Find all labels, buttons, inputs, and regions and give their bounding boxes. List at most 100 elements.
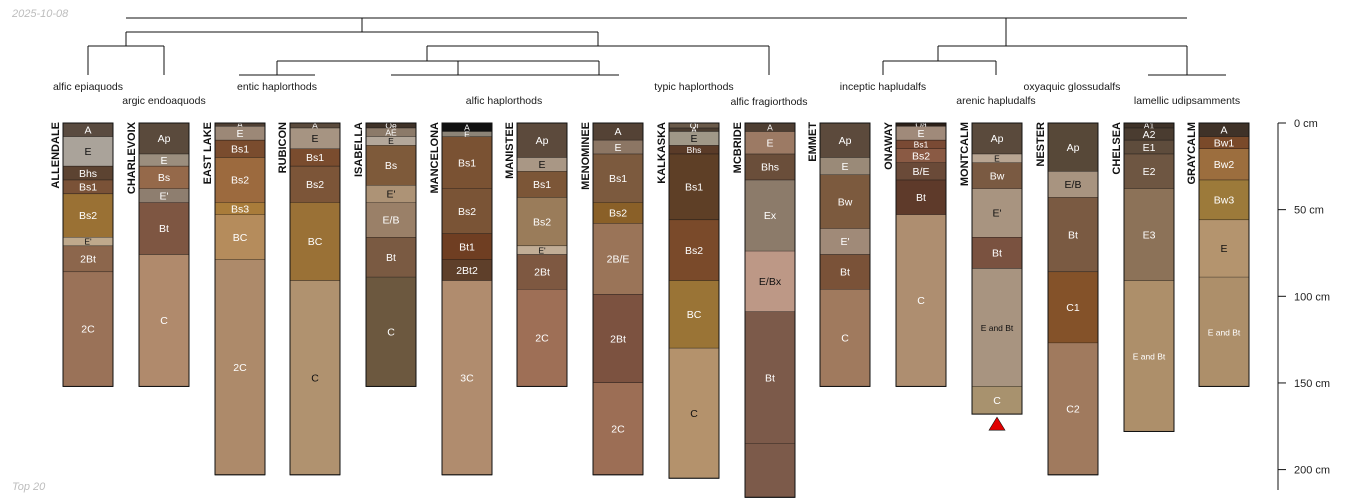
- horizon-label: Bs1: [533, 179, 551, 191]
- profile-outline: [214, 122, 266, 476]
- horizon-label: E': [840, 236, 849, 248]
- horizon-label: A: [84, 124, 91, 136]
- horizon-label: Bt: [765, 372, 775, 384]
- horizon-label: A1: [1144, 121, 1155, 131]
- horizon-band: [63, 194, 113, 238]
- horizon-band: [215, 202, 265, 215]
- horizon-label: C: [841, 332, 849, 344]
- horizon-label: Bt: [916, 192, 926, 204]
- horizon-band: [63, 136, 113, 167]
- horizon-band: [366, 185, 416, 203]
- horizon-label: Bhs: [761, 162, 779, 174]
- axis-tick-label: 200 cm: [1294, 465, 1330, 477]
- horizon-label: E: [160, 155, 167, 167]
- profile-name: ISABELLA: [353, 122, 365, 177]
- horizon-band: [820, 157, 870, 175]
- horizon-band: [442, 123, 492, 132]
- horizon-label: Bw: [990, 170, 1005, 182]
- horizon-band: [517, 123, 567, 158]
- horizon-label: A: [614, 126, 621, 138]
- profile-outline: [516, 122, 568, 387]
- horizon-band: [896, 126, 946, 141]
- horizon-band: [366, 277, 416, 387]
- horizon-band: [517, 157, 567, 172]
- footer-caption: Top 20: [12, 481, 46, 493]
- profile-name: ALLENDALE: [50, 122, 62, 189]
- horizon-label: E: [84, 146, 91, 158]
- horizon-band: [820, 289, 870, 387]
- horizon-band: [290, 123, 340, 129]
- horizon-label: C2: [1066, 403, 1080, 415]
- profile-outline: [592, 122, 644, 476]
- horizon-band: [366, 123, 416, 129]
- horizon-label: Bs1: [685, 182, 703, 194]
- horizon-band: [442, 233, 492, 260]
- profile-outline: [1198, 122, 1250, 387]
- horizon-band: [1048, 171, 1098, 198]
- horizon-band: [745, 154, 795, 181]
- horizon-band: [972, 268, 1022, 387]
- horizon-band: [517, 254, 567, 290]
- profile-outline: [744, 122, 796, 498]
- horizon-band: [63, 166, 113, 181]
- profile-name: MANISTEE: [504, 122, 516, 179]
- horizon-band: [669, 128, 719, 132]
- horizon-band: [63, 272, 113, 387]
- horizon-label: Bs2: [609, 208, 627, 220]
- horizon-label: 2Bt: [534, 267, 550, 279]
- horizon-band: [1199, 136, 1249, 149]
- horizon-band: [442, 280, 492, 475]
- subgroup-label: lamellic udipsamments: [1134, 95, 1240, 107]
- dendrogram: [87, 17, 1226, 76]
- horizon-label: AE: [385, 128, 397, 138]
- horizon-label: Bw1: [1214, 137, 1235, 149]
- horizon-label: Oe: [385, 121, 397, 131]
- horizon-band: [593, 223, 643, 295]
- horizon-label: E: [464, 129, 470, 139]
- horizon-band: [593, 154, 643, 203]
- horizon-band: [215, 126, 265, 141]
- soil-profile: MENOMINEE AE Bs1 Bs2 2B/E 2Bt 2C: [580, 122, 644, 476]
- profile-name: KALKASKA: [656, 122, 668, 184]
- profile-name: RUBICON: [277, 122, 289, 173]
- horizon-label: Bt: [159, 223, 169, 235]
- horizon-label: A: [464, 122, 470, 132]
- horizon-band: [1048, 272, 1098, 344]
- horizon-band: [972, 123, 1022, 155]
- profile-outline: [289, 122, 341, 476]
- horizon-label: E: [614, 142, 621, 154]
- horizon-band: [972, 386, 1022, 415]
- horizon-band: [1124, 128, 1174, 141]
- horizon-label: 2C: [81, 324, 95, 336]
- horizon-label: Bs1: [609, 173, 627, 185]
- subgroup-label: oxyaquic glossudalfs: [1024, 81, 1121, 93]
- horizon-band: [593, 202, 643, 224]
- horizon-band: [63, 123, 113, 137]
- horizon-band: [1124, 154, 1174, 189]
- horizon-label: C: [917, 295, 925, 307]
- profile-outline: [668, 122, 720, 479]
- profile-name: CHARLEVOIX: [126, 121, 138, 194]
- subgroup-label: alfic fragiorthods: [730, 96, 807, 108]
- soil-profile: EAST LAKE AE Bs1 Bs2 Bs3 BC 2C: [202, 120, 266, 476]
- horizon-band: [820, 254, 870, 290]
- horizon-band: [215, 259, 265, 475]
- horizon-label: Bw3: [1214, 195, 1235, 207]
- horizon-label: Ex: [764, 210, 777, 222]
- horizon-band: [517, 197, 567, 247]
- horizon-band: [1199, 220, 1249, 278]
- horizon-band: [1199, 180, 1249, 221]
- horizon-label: A: [767, 122, 773, 132]
- profile-name: CHELSEA: [1111, 122, 1123, 175]
- horizon-band: [896, 123, 946, 127]
- axis-tick-label: 0 cm: [1294, 118, 1318, 130]
- horizon-band: [366, 128, 416, 137]
- horizon-label: 2Bt: [610, 333, 626, 345]
- horizon-label: Ap: [158, 133, 171, 145]
- horizon-band: [290, 202, 340, 281]
- horizon-label: C: [690, 408, 698, 420]
- horizon-band: [366, 136, 416, 146]
- soil-profile: EMMET Ap E Bw E' Bt C: [807, 122, 871, 387]
